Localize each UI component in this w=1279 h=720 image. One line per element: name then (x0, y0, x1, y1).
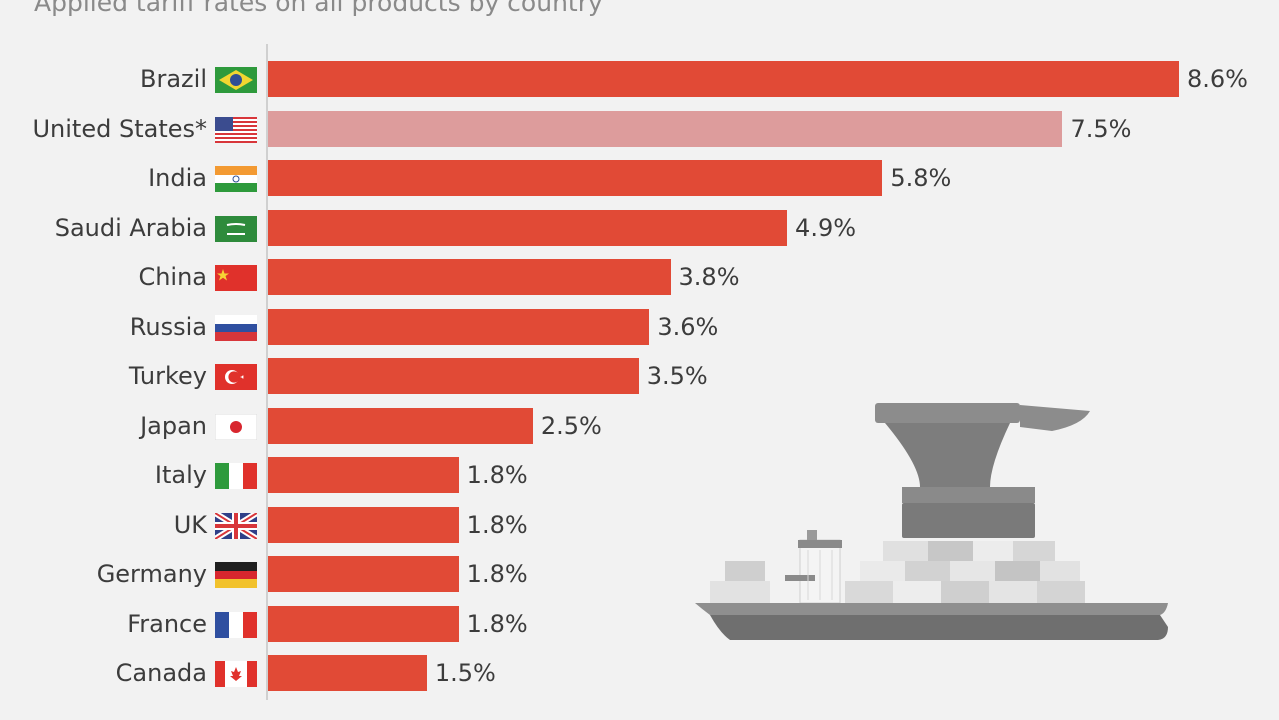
bar (268, 110, 1063, 147)
bar-row: Brazil 8.6% (0, 61, 1279, 111)
value-label: 3.8% (678, 263, 740, 291)
brazil-flag-icon (215, 67, 257, 93)
bar (268, 209, 788, 246)
bar-row: Japan 2.5% (0, 407, 1279, 458)
bar-row: Saudi Arabia 4.9% (0, 209, 1279, 260)
category-label: Russia (129, 312, 207, 341)
category-axis-line (266, 44, 268, 700)
saudi-arabia-flag-icon (215, 215, 257, 242)
bar (268, 259, 671, 295)
japan-flag-icon (215, 413, 257, 440)
bar (268, 358, 639, 394)
bar (268, 655, 427, 691)
value-label: 5.8% (890, 164, 952, 192)
anvil-ship-illustration (695, 403, 1168, 640)
bar-row: Russia 3.6% (0, 308, 1279, 359)
uk-flag-icon (215, 512, 257, 539)
france-flag-icon (215, 611, 257, 638)
value-label: 1.5% (434, 659, 496, 687)
category-label: United States* (32, 114, 207, 143)
value-label: 4.9% (795, 213, 857, 242)
bar-row: UK 1.8% (0, 506, 1279, 557)
value-label: 1.8% (466, 510, 528, 539)
bar-row: Germany 1.8% (0, 556, 1279, 606)
category-label: Canada (115, 659, 207, 687)
chart-subtitle: Applied tariff rates on all products by … (34, 0, 603, 17)
bar-row: Canada 1.5% (0, 655, 1279, 705)
germany-flag-icon (215, 562, 257, 588)
usa-flag-icon (215, 116, 257, 143)
turkey-flag-icon (215, 364, 257, 390)
category-label: Italy (154, 461, 207, 489)
value-label: 1.8% (466, 609, 528, 638)
canada-flag-icon (215, 661, 257, 687)
bar-row: Turkey 3.5% (0, 358, 1279, 408)
ship-hull (695, 603, 1168, 640)
value-label: 2.5% (540, 411, 602, 440)
italy-flag-icon (215, 463, 257, 489)
anvil-icon (875, 403, 1090, 538)
india-flag-icon (215, 166, 257, 192)
category-label: Japan (140, 411, 207, 440)
bar (268, 407, 533, 444)
category-label: UK (173, 510, 207, 539)
value-label: 8.6% (1187, 65, 1248, 93)
bar (268, 61, 1179, 97)
bar-row: China 3.8% (0, 259, 1279, 309)
bar-row: Italy 1.8% (0, 457, 1279, 507)
category-label: Turkey (128, 362, 207, 390)
category-label: Germany (96, 560, 207, 588)
category-label: Brazil (140, 65, 207, 93)
bar (268, 457, 459, 493)
bar-row: France 1.8% (0, 605, 1279, 656)
bar (268, 556, 459, 592)
russia-flag-icon (215, 314, 257, 341)
bar (268, 308, 650, 345)
category-label: Saudi Arabia (54, 213, 207, 242)
category-label: China (138, 263, 207, 291)
category-label: India (148, 164, 207, 192)
bar (268, 506, 459, 543)
bar-row: United States* 7.5% (0, 110, 1279, 161)
value-label: 3.6% (657, 312, 719, 341)
category-label: France (127, 609, 207, 638)
value-label: 7.5% (1070, 114, 1132, 143)
china-flag-icon (215, 265, 257, 291)
cargo-containers (710, 541, 1085, 603)
bar-row: India 5.8% (0, 160, 1279, 210)
bar (268, 605, 459, 642)
value-label: 3.5% (646, 362, 708, 390)
bar (268, 160, 883, 196)
value-label: 1.8% (466, 560, 528, 588)
ship-bridge (785, 530, 842, 604)
value-label: 1.8% (466, 461, 528, 489)
